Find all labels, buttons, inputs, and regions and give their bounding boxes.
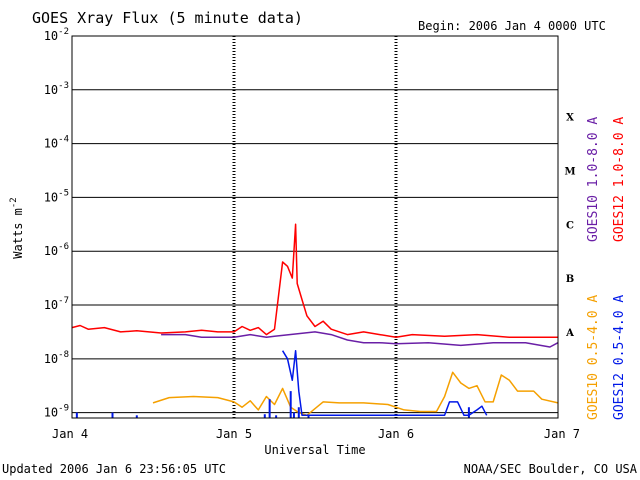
legend-goes12-long-label: GOES12 1.0-8.0 A	[612, 117, 627, 242]
y-tick-labels: 10-2 10-3 10-4 10-5 10-6 10-7 10-8 10-9	[44, 27, 69, 420]
y-tick-label: 10-9	[44, 404, 69, 420]
legend-goes10-long: GOES10 1.0-8.0 A	[586, 117, 601, 242]
flare-class-x: X	[566, 113, 574, 124]
x-tick-label: Jan 5	[216, 427, 252, 441]
y-tick-label: 10-5	[44, 188, 69, 204]
series-goes12-short	[281, 349, 488, 417]
legend-goes12-short: GOES12 0.5-4.0 A	[612, 295, 627, 420]
x-tick-label: Jan 6	[378, 427, 414, 441]
day-tick-marks	[232, 36, 398, 418]
y-tick-label: 10-2	[44, 27, 69, 43]
y-tick-label: 10-6	[44, 242, 69, 258]
legend-goes10-short-label: GOES10 0.5-4.0 A	[586, 295, 601, 420]
y-tick-label: 10-4	[44, 135, 69, 151]
series-goes10-long	[161, 331, 559, 348]
y-axis-title: Watts m-2	[9, 197, 25, 258]
legend-goes12-long: GOES12 1.0-8.0 A	[612, 117, 627, 242]
legend-goes10-short: GOES10 0.5-4.0 A	[586, 295, 601, 420]
y-tick-label: 10-8	[44, 350, 69, 366]
data-series	[71, 223, 559, 418]
source-credit: NOAA/SEC Boulder, CO USA	[464, 462, 638, 476]
flare-class-labels: X M C B A	[564, 113, 575, 339]
flare-class-c: C	[566, 220, 574, 231]
x-tick-labels: Jan 4 Jan 5 Jan 6 Jan 7	[52, 427, 580, 441]
svg-text:Watts m-2: Watts m-2	[9, 197, 25, 258]
legend-goes10-long-label: GOES10 1.0-8.0 A	[586, 117, 601, 242]
series-goes12-long	[71, 223, 558, 339]
x-tick-label: Jan 4	[52, 427, 88, 441]
begin-label: Begin: 2006 Jan 4 0000 UTC	[418, 19, 606, 33]
y-tick-label: 10-7	[44, 296, 69, 312]
horizontal-gridlines	[72, 89, 558, 414]
flare-class-a: A	[565, 328, 574, 339]
x-axis-title: Universal Time	[264, 443, 365, 457]
legend-goes12-short-label: GOES12 0.5-4.0 A	[612, 295, 627, 420]
y-axis-label-exponent: -2	[9, 197, 19, 208]
plot-frame	[71, 35, 559, 419]
flare-class-m: M	[564, 167, 575, 178]
y-tick-label: 10-3	[44, 81, 69, 97]
x-tick-label: Jan 7	[544, 427, 580, 441]
flare-class-b: B	[566, 274, 574, 285]
y-axis-label: Watts m	[11, 208, 25, 259]
chart-title: GOES Xray Flux (5 minute data)	[32, 9, 303, 27]
series-goes10-short	[152, 371, 559, 417]
updated-timestamp: Updated 2006 Jan 6 23:56:05 UTC	[2, 462, 226, 476]
